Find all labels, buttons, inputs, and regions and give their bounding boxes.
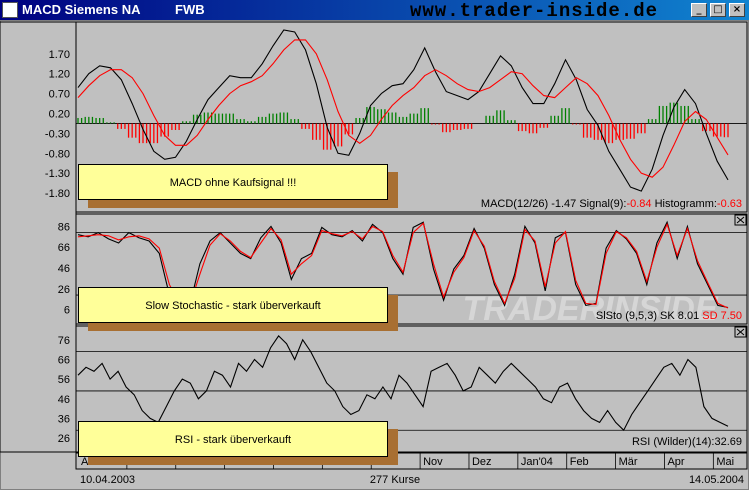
watermark-logo: TRADERINSIDE xyxy=(462,290,718,328)
slow-stochastic-y-tick: 6 xyxy=(64,305,70,317)
stochastic-annotation: Slow Stochastic - stark überverkauft xyxy=(78,287,388,323)
macd-y-tick: -0.80 xyxy=(45,148,70,160)
rsi-y-tick: 66 xyxy=(58,354,70,366)
quote-count: 277 Kurse xyxy=(370,474,420,486)
macd-y-tick: 1.70 xyxy=(49,49,70,61)
macd-readout: MACD(12/26) -1.47 Signal(9):-0.84 Histog… xyxy=(481,198,742,210)
title-bar: MACD Siemens NA FWB www.trader-inside.de… xyxy=(0,0,749,22)
macd-y-tick: -1.80 xyxy=(45,188,70,200)
month-label: Feb xyxy=(570,456,589,468)
month-label: Nov xyxy=(423,456,443,468)
end-date: 14.05.2004 xyxy=(689,474,744,486)
month-label: Apr xyxy=(667,456,684,468)
stochastic-readout: SlSto (9,5,3) SK 8.01 SD 7.50 xyxy=(596,310,742,322)
maximize-button[interactable]: □ xyxy=(710,3,726,17)
chart-app-icon[interactable] xyxy=(2,2,18,18)
rsi-y-tick: 26 xyxy=(58,433,70,445)
month-label: Mär xyxy=(619,456,638,468)
month-label: A xyxy=(81,456,89,468)
month-label: Jan'04 xyxy=(521,456,553,468)
y-axis-strip xyxy=(0,21,77,453)
stochastic-close-icon[interactable] xyxy=(734,214,747,226)
slow-stochastic-y-tick: 86 xyxy=(58,221,70,233)
month-label: Mai xyxy=(716,456,734,468)
slow-stochastic-y-tick: 66 xyxy=(58,242,70,254)
rsi-y-tick: 76 xyxy=(58,335,70,347)
minimize-button[interactable]: _ xyxy=(691,3,707,17)
rsi-y-tick: 46 xyxy=(58,394,70,406)
rsi-close-icon[interactable] xyxy=(734,326,747,338)
macd-y-tick: -1.30 xyxy=(45,168,70,180)
rsi-annotation: RSI - stark überverkauft xyxy=(78,421,388,457)
window-title: MACD Siemens NA xyxy=(22,2,141,17)
macd-y-tick: 0.70 xyxy=(49,89,70,101)
slow-stochastic-y-tick: 26 xyxy=(58,284,70,296)
macd-series-0 xyxy=(77,29,729,192)
macd-y-tick: -0.30 xyxy=(45,128,70,140)
rsi-series-0 xyxy=(77,335,729,432)
rsi-y-tick: 36 xyxy=(58,413,70,425)
x-axis-strip xyxy=(75,452,748,470)
exchange-label: FWB xyxy=(175,2,205,17)
rsi-readout: RSI (Wilder)(14):32.69 xyxy=(632,436,742,448)
slow-stochastic-y-tick: 46 xyxy=(58,263,70,275)
url-banner: www.trader-inside.de xyxy=(410,0,659,22)
macd-y-tick: 1.20 xyxy=(49,69,70,81)
start-date: 10.04.2003 xyxy=(80,474,135,486)
close-button[interactable]: × xyxy=(729,3,745,17)
month-label: Dez xyxy=(472,456,492,468)
macd-series-1 xyxy=(77,39,729,178)
rsi-y-tick: 56 xyxy=(58,374,70,386)
macd-annotation: MACD ohne Kaufsignal !!! xyxy=(78,164,388,200)
macd-y-tick: 0.20 xyxy=(49,109,70,121)
